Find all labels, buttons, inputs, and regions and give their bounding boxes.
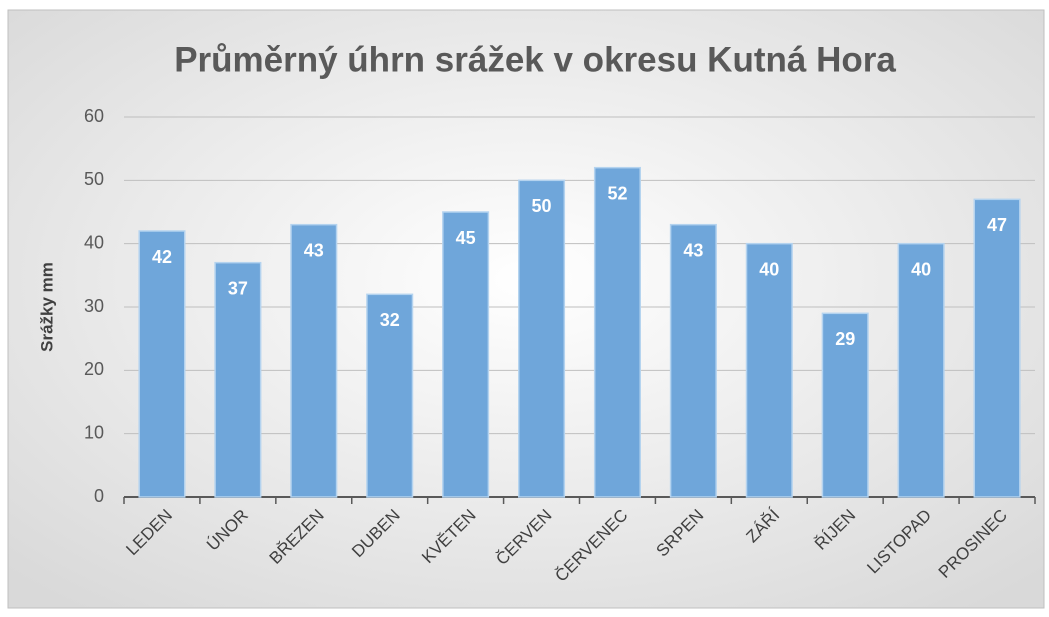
data-label: 43 — [304, 240, 324, 260]
bar — [290, 223, 338, 498]
data-label: 45 — [456, 228, 476, 248]
data-label: 42 — [152, 247, 172, 267]
data-label: 40 — [911, 259, 931, 279]
data-label: 50 — [532, 196, 552, 216]
bar — [973, 198, 1021, 498]
y-tick-label: 40 — [84, 232, 104, 252]
chart-title: Průměrný úhrn srážek v okresu Kutná Hora — [174, 40, 896, 79]
bar — [745, 242, 793, 498]
bar — [897, 242, 945, 498]
y-axis-label: Srážky mm — [37, 262, 56, 352]
bar — [138, 230, 186, 498]
bar — [442, 211, 490, 498]
y-tick-label: 0 — [94, 486, 104, 506]
data-label: 47 — [987, 215, 1007, 235]
data-label: 32 — [380, 310, 400, 330]
bar — [669, 223, 717, 498]
bar — [214, 261, 262, 498]
data-label: 40 — [759, 259, 779, 279]
data-label: 37 — [228, 278, 248, 298]
data-label: 29 — [835, 329, 855, 349]
y-tick-label: 60 — [84, 106, 104, 126]
y-tick-label: 10 — [84, 422, 104, 442]
data-label: 43 — [683, 240, 703, 260]
y-tick-label: 20 — [84, 359, 104, 379]
bar — [366, 293, 414, 498]
bar — [821, 312, 869, 498]
y-tick-label: 30 — [84, 296, 104, 316]
y-tick-label: 50 — [84, 169, 104, 189]
bar — [593, 166, 641, 498]
bar — [518, 179, 566, 498]
data-label: 52 — [607, 183, 627, 203]
